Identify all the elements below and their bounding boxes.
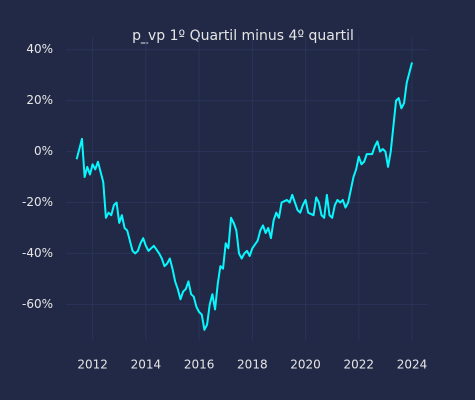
y-tick-label: -40%	[22, 246, 53, 260]
y-tick-label: 20%	[26, 93, 53, 107]
x-tick-label: 2022	[344, 358, 375, 372]
line	[75, 62, 413, 331]
y-tick-label: -60%	[22, 297, 53, 311]
chart-title: p_vp 1º Quartil minus 4º quartil	[132, 28, 354, 44]
x-tick-label: 2016	[184, 358, 215, 372]
x-tick-label: 2014	[131, 358, 162, 372]
x-tick-label: 2018	[237, 358, 268, 372]
x-tick-label: 2020	[290, 358, 321, 372]
x-tick-label: 2012	[77, 358, 108, 372]
y-tick-label: 40%	[26, 42, 53, 56]
x-tick-label: 2024	[397, 358, 428, 372]
y-tick-label: 0%	[34, 144, 53, 158]
y-tick-label: -20%	[22, 195, 53, 209]
